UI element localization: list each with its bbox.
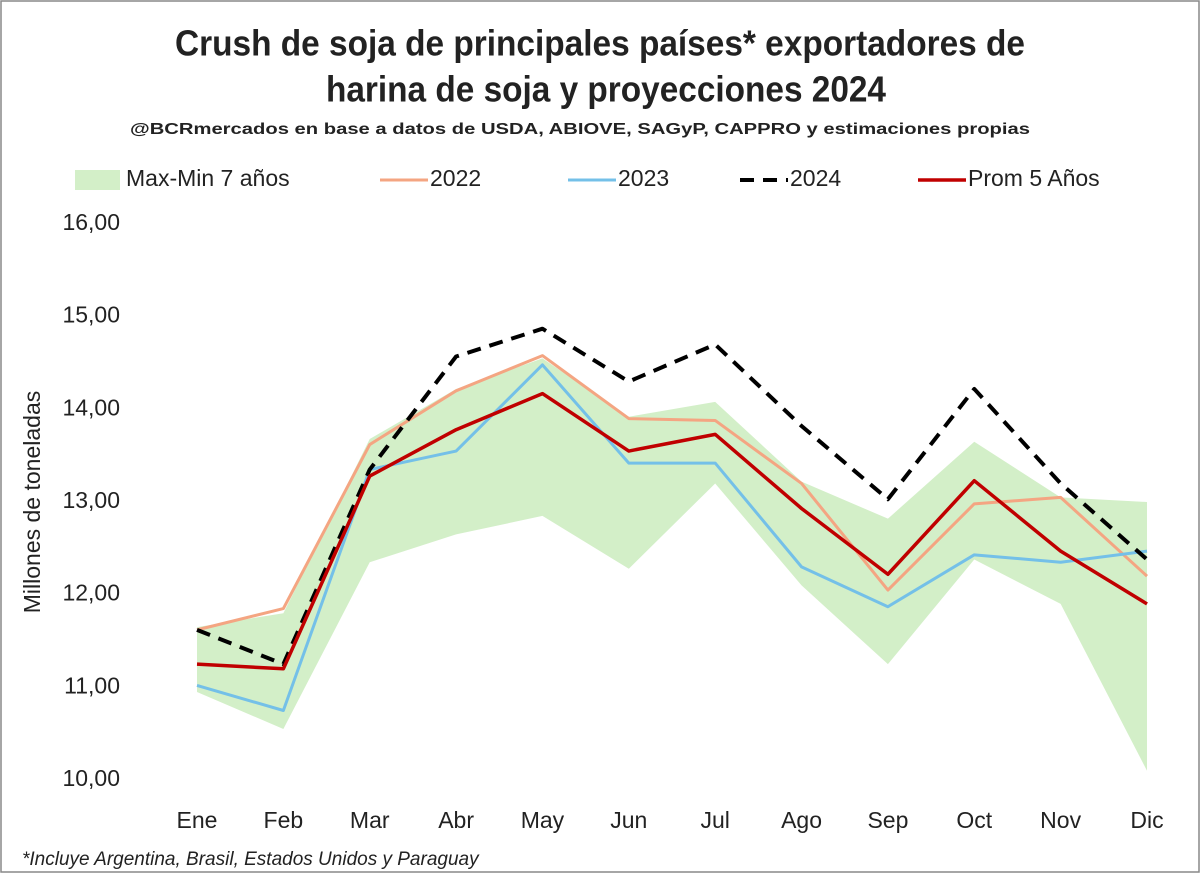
y-tick-label: 12,00 [62,580,120,606]
footnote: *Incluye Argentina, Brasil, Estados Unid… [22,849,480,870]
x-tick-label: Ene [177,807,218,833]
series-line [196,326,1149,667]
x-tick-label: Jul [700,807,729,833]
range-band [197,358,1147,771]
x-tick-label: Oct [956,807,992,833]
x-tick-label: Mar [350,807,390,833]
x-tick-label: Abr [438,807,474,833]
x-tick-label: Jun [610,807,647,833]
legend-label: Max-Min 7 años [126,165,290,191]
series-line [196,354,1149,632]
chart-title: harina de soja y proyecciones 2024 [326,69,886,110]
legend-label: 2022 [430,165,481,191]
subtitle: @BCRmercados en base a datos de USDA, AB… [130,121,1030,138]
legend-label: Prom 5 Años [968,165,1100,191]
y-tick-label: 14,00 [62,394,120,420]
y-tick-label: 16,00 [62,209,120,235]
x-tick-label: Dic [1130,807,1163,833]
legend-swatch [75,170,120,190]
x-tick-label: Ago [781,807,822,833]
chart-title: Crush de soja de principales países* exp… [175,23,1025,64]
y-axis-label: Millones de toneladas [19,391,45,613]
legend-label: 2023 [618,165,669,191]
y-tick-label: 15,00 [62,302,120,328]
x-tick-label: Feb [264,807,304,833]
y-tick-label: 10,00 [62,765,120,791]
x-tick-label: Sep [867,807,908,833]
x-tick-label: May [521,807,565,833]
legend-label: 2024 [790,165,841,191]
x-tick-label: Nov [1040,807,1081,833]
y-tick-label: 11,00 [64,672,120,698]
series-line [196,391,1148,671]
y-tick-label: 13,00 [62,487,120,513]
